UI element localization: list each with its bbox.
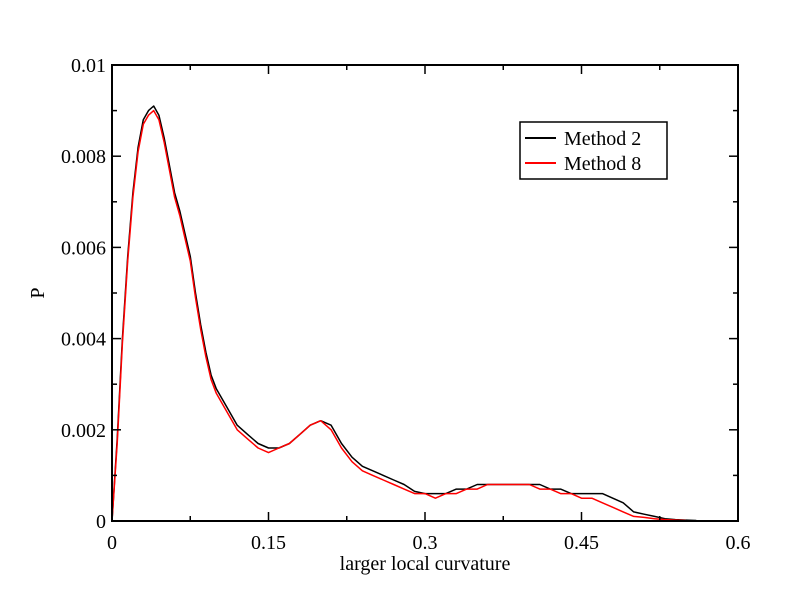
legend: Method 2 Method 8 bbox=[519, 121, 668, 180]
x-tick-label: 0.6 bbox=[726, 532, 751, 554]
legend-box bbox=[519, 121, 668, 180]
legend-label-method-2: Method 2 bbox=[564, 128, 641, 150]
x-tick-label: 0.3 bbox=[413, 532, 438, 554]
x-axis-label: larger local curvature bbox=[340, 553, 511, 575]
y-tick-label: 0.01 bbox=[71, 55, 106, 77]
legend-label-method-8: Method 8 bbox=[564, 153, 641, 175]
series-line-method-8 bbox=[111, 109, 686, 522]
x-tick-label: 0 bbox=[107, 532, 117, 554]
y-tick-label: 0 bbox=[96, 511, 106, 533]
y-tick-label: 0.006 bbox=[61, 237, 106, 259]
y-tick-label: 0.008 bbox=[61, 146, 106, 168]
y-tick-label: 0.004 bbox=[61, 329, 106, 351]
x-tick-label: 0.15 bbox=[251, 532, 286, 554]
ticks-layer: 0 0.15 0.3 0.45 0.6 0 0.002 0.004 0.006 0.008 0.01 bbox=[61, 55, 751, 554]
x-tick-label: 0.45 bbox=[564, 532, 599, 554]
y-axis-label: P bbox=[27, 287, 49, 298]
y-tick-label: 0.002 bbox=[61, 420, 106, 442]
series-line-method-2 bbox=[111, 105, 697, 522]
plot-layer bbox=[111, 105, 697, 522]
